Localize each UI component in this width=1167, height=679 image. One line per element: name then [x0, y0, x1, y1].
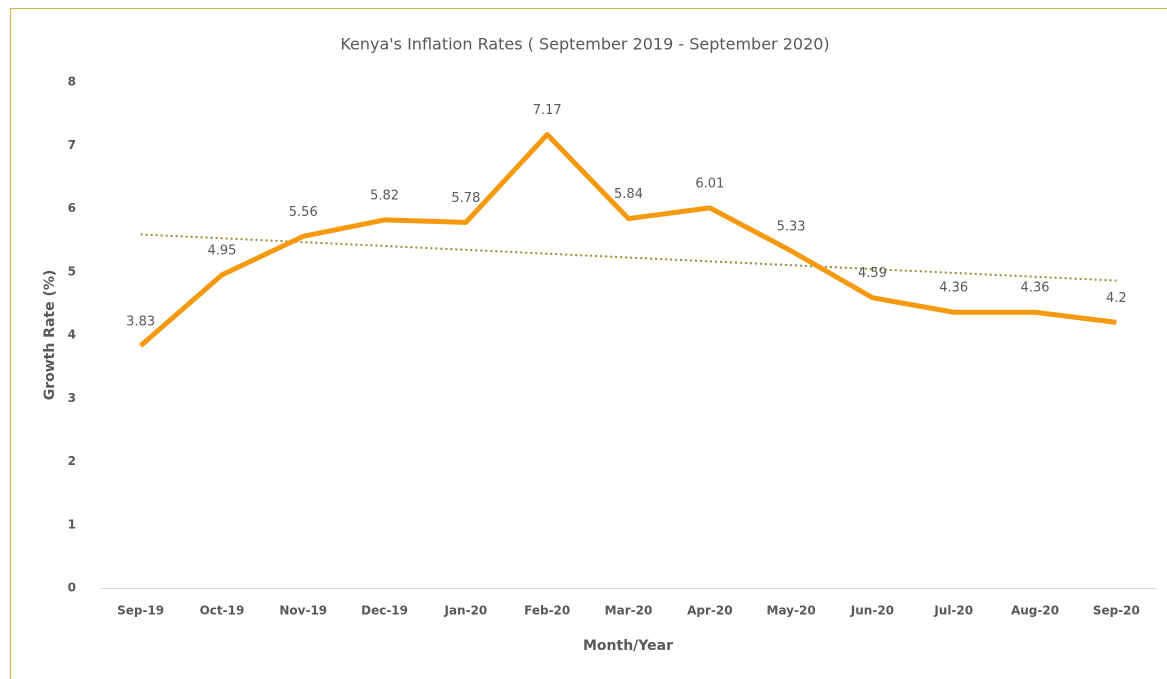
y-tick-label: 8: [68, 75, 76, 89]
y-tick-label: 4: [68, 328, 76, 342]
data-label: 4.36: [939, 281, 968, 296]
y-tick-label: 0: [68, 581, 76, 595]
x-axis-title: Month/Year: [583, 638, 673, 654]
y-tick-label: 1: [68, 517, 76, 531]
x-tick-label: Jul-20: [933, 604, 973, 618]
data-label: 5.33: [777, 219, 806, 234]
x-tick-label: Sep-19: [117, 604, 164, 618]
data-label: 5.84: [614, 187, 643, 202]
data-label: 7.17: [533, 103, 562, 118]
chart-border: [10, 8, 1167, 679]
x-tick-label: Mar-20: [605, 604, 653, 618]
y-tick-label: 6: [68, 201, 76, 215]
data-label: 5.82: [370, 188, 399, 203]
x-tick-label: Aug-20: [1011, 604, 1059, 618]
x-tick-label: Dec-19: [361, 604, 408, 618]
x-tick-label: Apr-20: [687, 604, 732, 618]
data-label: 3.83: [126, 314, 155, 329]
data-label: 4.95: [207, 243, 236, 258]
y-axis-title: Growth Rate (%): [42, 270, 58, 401]
data-label: 5.56: [289, 205, 318, 220]
x-tick-label: Sep-20: [1093, 604, 1140, 618]
x-tick-label: Feb-20: [524, 604, 570, 618]
y-tick-label: 2: [68, 454, 76, 468]
data-label: 4.36: [1021, 281, 1050, 296]
data-label: 4.59: [858, 266, 887, 281]
y-tick-label: 3: [68, 391, 76, 405]
chart-title: Kenya's Inflation Rates ( September 2019…: [340, 35, 829, 54]
x-tick-label: Jun-20: [850, 604, 894, 618]
x-tick-label: Oct-19: [200, 604, 245, 618]
x-tick-label: May-20: [767, 604, 816, 618]
data-line: [139, 131, 1117, 348]
x-tick-label: Jan-20: [443, 604, 487, 618]
y-tick-label: 7: [68, 138, 76, 152]
data-label: 6.01: [695, 176, 724, 191]
x-tick-label: Nov-19: [279, 604, 327, 618]
y-tick-label: 5: [68, 264, 76, 278]
data-label: 5.78: [451, 191, 480, 206]
data-label: 4.2: [1106, 291, 1127, 306]
